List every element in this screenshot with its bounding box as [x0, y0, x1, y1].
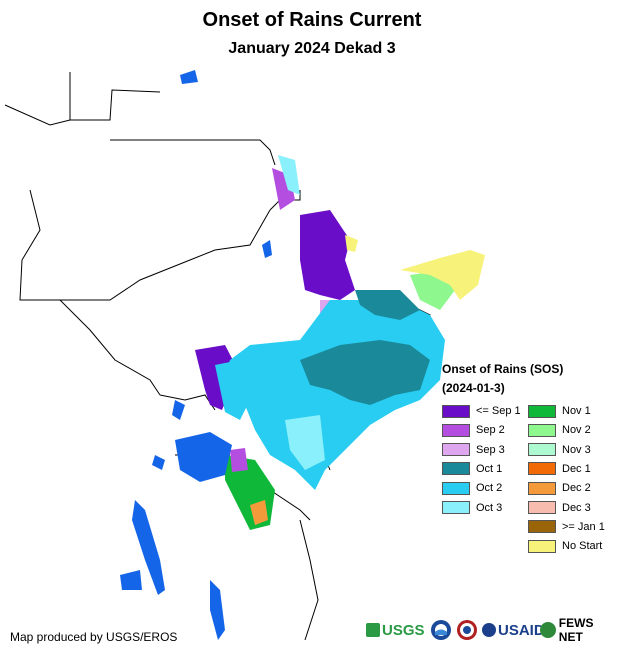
- usgs-logo-text: USGS: [382, 621, 425, 639]
- legend-label: Nov 1: [562, 405, 591, 417]
- legend-item: Oct 1: [442, 461, 502, 477]
- legend-swatch: [528, 443, 556, 457]
- legend-label: Oct 3: [476, 501, 503, 514]
- region-sep2-tanzania: [230, 448, 248, 472]
- legend-swatch: [442, 443, 470, 457]
- region-oct3-north: [278, 155, 300, 195]
- noaa-logo: [430, 616, 452, 644]
- lake-rukwa: [120, 570, 142, 590]
- legend-label: Oct 1: [476, 462, 503, 475]
- region-nostart-djibouti: [345, 235, 358, 252]
- fewsnet-globe-icon: [540, 622, 556, 638]
- region-nostart-horn: [400, 250, 485, 300]
- region-sep1-ethiopia: [300, 210, 355, 300]
- legend-title: Onset of Rains (SOS): [442, 362, 564, 376]
- fewsnet-logo: FEWS NET: [540, 616, 620, 644]
- legend-swatch: [528, 462, 556, 476]
- map-subtitle: January 2024 Dekad 3: [228, 40, 396, 57]
- noaa-seal-icon: [431, 620, 451, 640]
- legend-swatch: [442, 423, 470, 437]
- map-credit: Map produced by USGS/EROS: [10, 630, 178, 644]
- legend-label: Dec 1: [562, 462, 591, 475]
- legend-item: Oct 3: [442, 500, 502, 516]
- legend-label: Oct 2: [476, 482, 503, 495]
- legend-swatch: [442, 501, 470, 514]
- legend-label: <= Sep 1: [476, 405, 521, 417]
- region-oct3-kenya: [285, 415, 325, 470]
- usaid-seal-icon: [482, 623, 496, 637]
- border-sudan-ssudan: [60, 209, 271, 301]
- usgs-logo: USGS: [366, 616, 425, 644]
- legend-item: Nov 2: [528, 422, 591, 438]
- nws-seal-icon: [457, 620, 477, 640]
- legend-item: <= Sep 1: [442, 403, 521, 419]
- border-egypt-sudan: [110, 139, 276, 166]
- legend-item: Sep 2: [442, 422, 505, 438]
- legend-swatch: [442, 462, 470, 476]
- legend-label: No Start: [562, 540, 603, 553]
- usaid-logo: USAID: [482, 616, 545, 644]
- lake-albert: [172, 400, 185, 420]
- border-sudan-chad: [19, 189, 161, 396]
- map-title: Onset of Rains Current: [202, 9, 422, 31]
- border-ssudan-uganda: [159, 394, 216, 411]
- lake-tanganyika: [132, 500, 165, 595]
- legend-item: Dec 1: [528, 461, 591, 477]
- legend: Onset of Rains (SOS) (2024-01-3) <= Sep …: [442, 360, 622, 553]
- legend-swatch: [442, 404, 470, 418]
- legend-item: >= Jan 1: [528, 519, 605, 535]
- region-dec2-tanzania: [250, 500, 268, 525]
- usgs-wave-icon: [366, 623, 380, 637]
- lake-nasser: [180, 70, 198, 84]
- border-coast-africa: [299, 519, 319, 641]
- border-coast-north: [4, 104, 71, 126]
- legend-date: (2024-01-3): [442, 381, 505, 395]
- legend-label: Dec 3: [562, 501, 591, 514]
- legend-item: Dec 3: [528, 500, 591, 516]
- sos-regions: [195, 155, 485, 530]
- region-oct2-west: [215, 360, 250, 420]
- region-oct1-ethiopia: [355, 290, 420, 320]
- fewsnet-logo-text: FEWS NET: [558, 616, 594, 644]
- region-oct1-center: [300, 340, 430, 405]
- legend-label: Nov 3: [562, 443, 591, 456]
- lake-turkana: [262, 240, 272, 258]
- legend-label: >= Jan 1: [562, 520, 605, 533]
- legend-swatch: [528, 501, 556, 514]
- legend-item: Nov 1: [528, 403, 591, 419]
- lake-kyoga: [152, 455, 165, 470]
- legend-label: Sep 2: [476, 424, 505, 437]
- legend-item: Dec 2: [528, 480, 591, 496]
- legend-label: Nov 2: [562, 424, 591, 437]
- legend-swatch: [528, 539, 556, 553]
- border-egypt-libya: [69, 72, 161, 121]
- legend-label: Sep 3: [476, 443, 505, 456]
- legend-item: No Start: [528, 538, 602, 554]
- legend-swatch: [442, 481, 470, 495]
- usaid-logo-text: USAID: [498, 621, 545, 639]
- legend-swatch: [528, 404, 556, 418]
- lake-victoria: [175, 432, 232, 482]
- logos-bar: USGS USAID FEWS NET: [366, 616, 620, 644]
- legend-swatch: [528, 481, 556, 495]
- legend-item: Sep 3: [442, 442, 505, 458]
- legend-item: Nov 3: [528, 442, 591, 458]
- legend-item: Oct 2: [442, 480, 502, 496]
- legend-swatch: [528, 423, 556, 437]
- lake-malawi: [210, 580, 225, 640]
- legend-swatch: [528, 520, 556, 534]
- water-bodies: [120, 70, 272, 640]
- legend-label: Dec 2: [562, 482, 591, 495]
- nws-logo: [456, 616, 478, 644]
